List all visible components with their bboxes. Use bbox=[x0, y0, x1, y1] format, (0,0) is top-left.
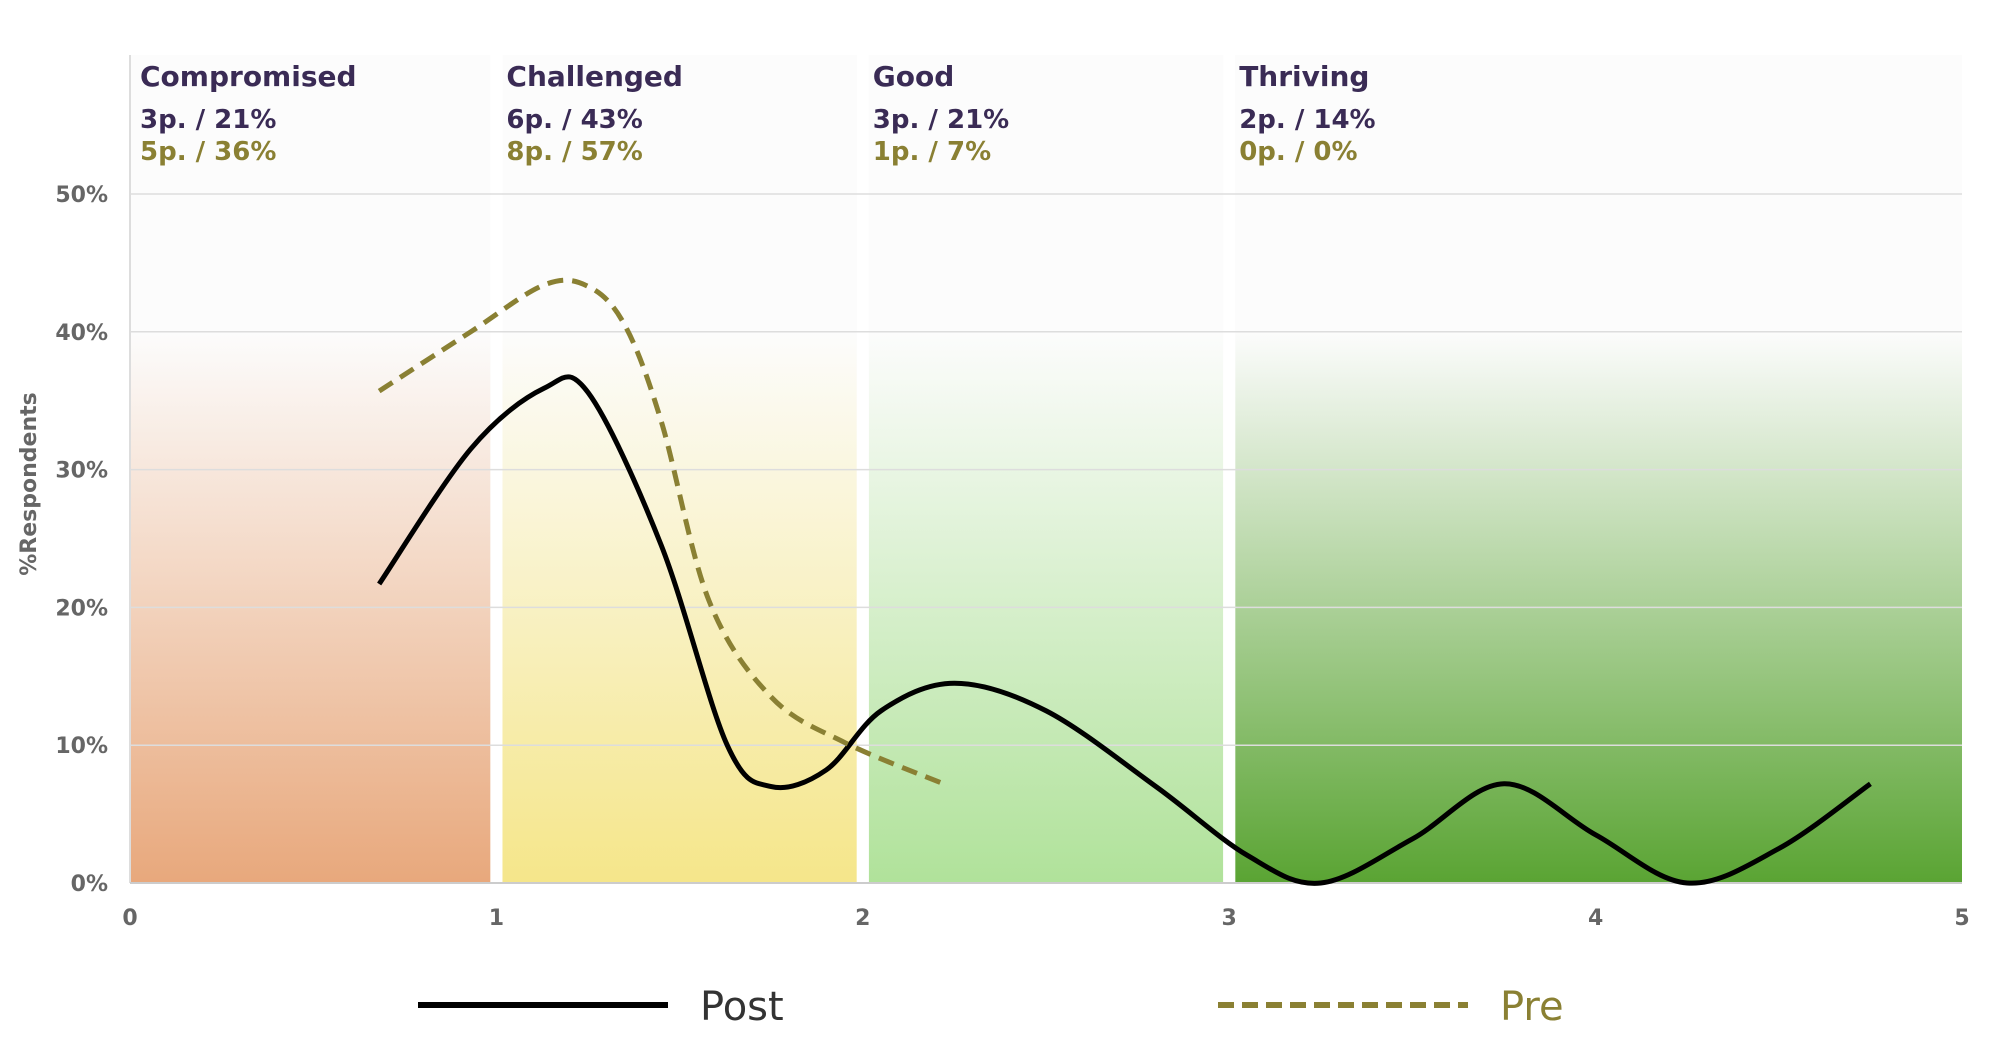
x-tick-label: 0 bbox=[122, 906, 137, 931]
y-tick-label: 50% bbox=[55, 183, 108, 208]
series-line-post bbox=[377, 374, 1872, 886]
series-line-pre bbox=[377, 277, 945, 787]
x-tick-label: 2 bbox=[855, 906, 870, 931]
zone-post-stat: 3p. / 21% bbox=[140, 105, 276, 135]
zone-post-stat: 6p. / 43% bbox=[506, 105, 642, 135]
series-lines bbox=[377, 277, 1872, 886]
zone-pre-stat: 8p. / 57% bbox=[506, 137, 642, 167]
x-tick-label: 4 bbox=[1588, 906, 1603, 931]
axes: 0% 10% 20% 30% 40% 50% 0 1 2 3 4 5 %Respondents bbox=[17, 55, 1970, 931]
y-axis-title: %Respondents bbox=[17, 392, 42, 575]
x-tick-label: 3 bbox=[1222, 906, 1237, 931]
x-tick-label: 1 bbox=[489, 906, 504, 931]
y-tick-label: 0% bbox=[71, 872, 108, 897]
y-tick-label: 20% bbox=[55, 596, 108, 621]
legend-label-post: Post bbox=[700, 984, 784, 1030]
y-tick-label: 10% bbox=[55, 734, 108, 759]
zone-post-stat: 2p. / 14% bbox=[1239, 105, 1375, 135]
zone-pre-stat: 1p. / 7% bbox=[873, 137, 991, 167]
y-tick-label: 40% bbox=[55, 321, 108, 346]
x-tick-label: 5 bbox=[1954, 906, 1969, 931]
zone-label-good: Good bbox=[873, 60, 955, 93]
zone-label-thriving: Thriving bbox=[1239, 60, 1369, 93]
zone-pre-stat: 0p. / 0% bbox=[1239, 137, 1357, 167]
zone-label-compromised: Compromised bbox=[140, 60, 357, 93]
legend: Post Pre bbox=[418, 984, 1564, 1030]
zone-label-challenged: Challenged bbox=[506, 60, 683, 93]
y-tick-label: 30% bbox=[55, 459, 108, 484]
zone-pre-stat: 5p. / 36% bbox=[140, 137, 276, 167]
legend-label-pre: Pre bbox=[1500, 984, 1564, 1030]
zone-post-stat: 3p. / 21% bbox=[873, 105, 1009, 135]
